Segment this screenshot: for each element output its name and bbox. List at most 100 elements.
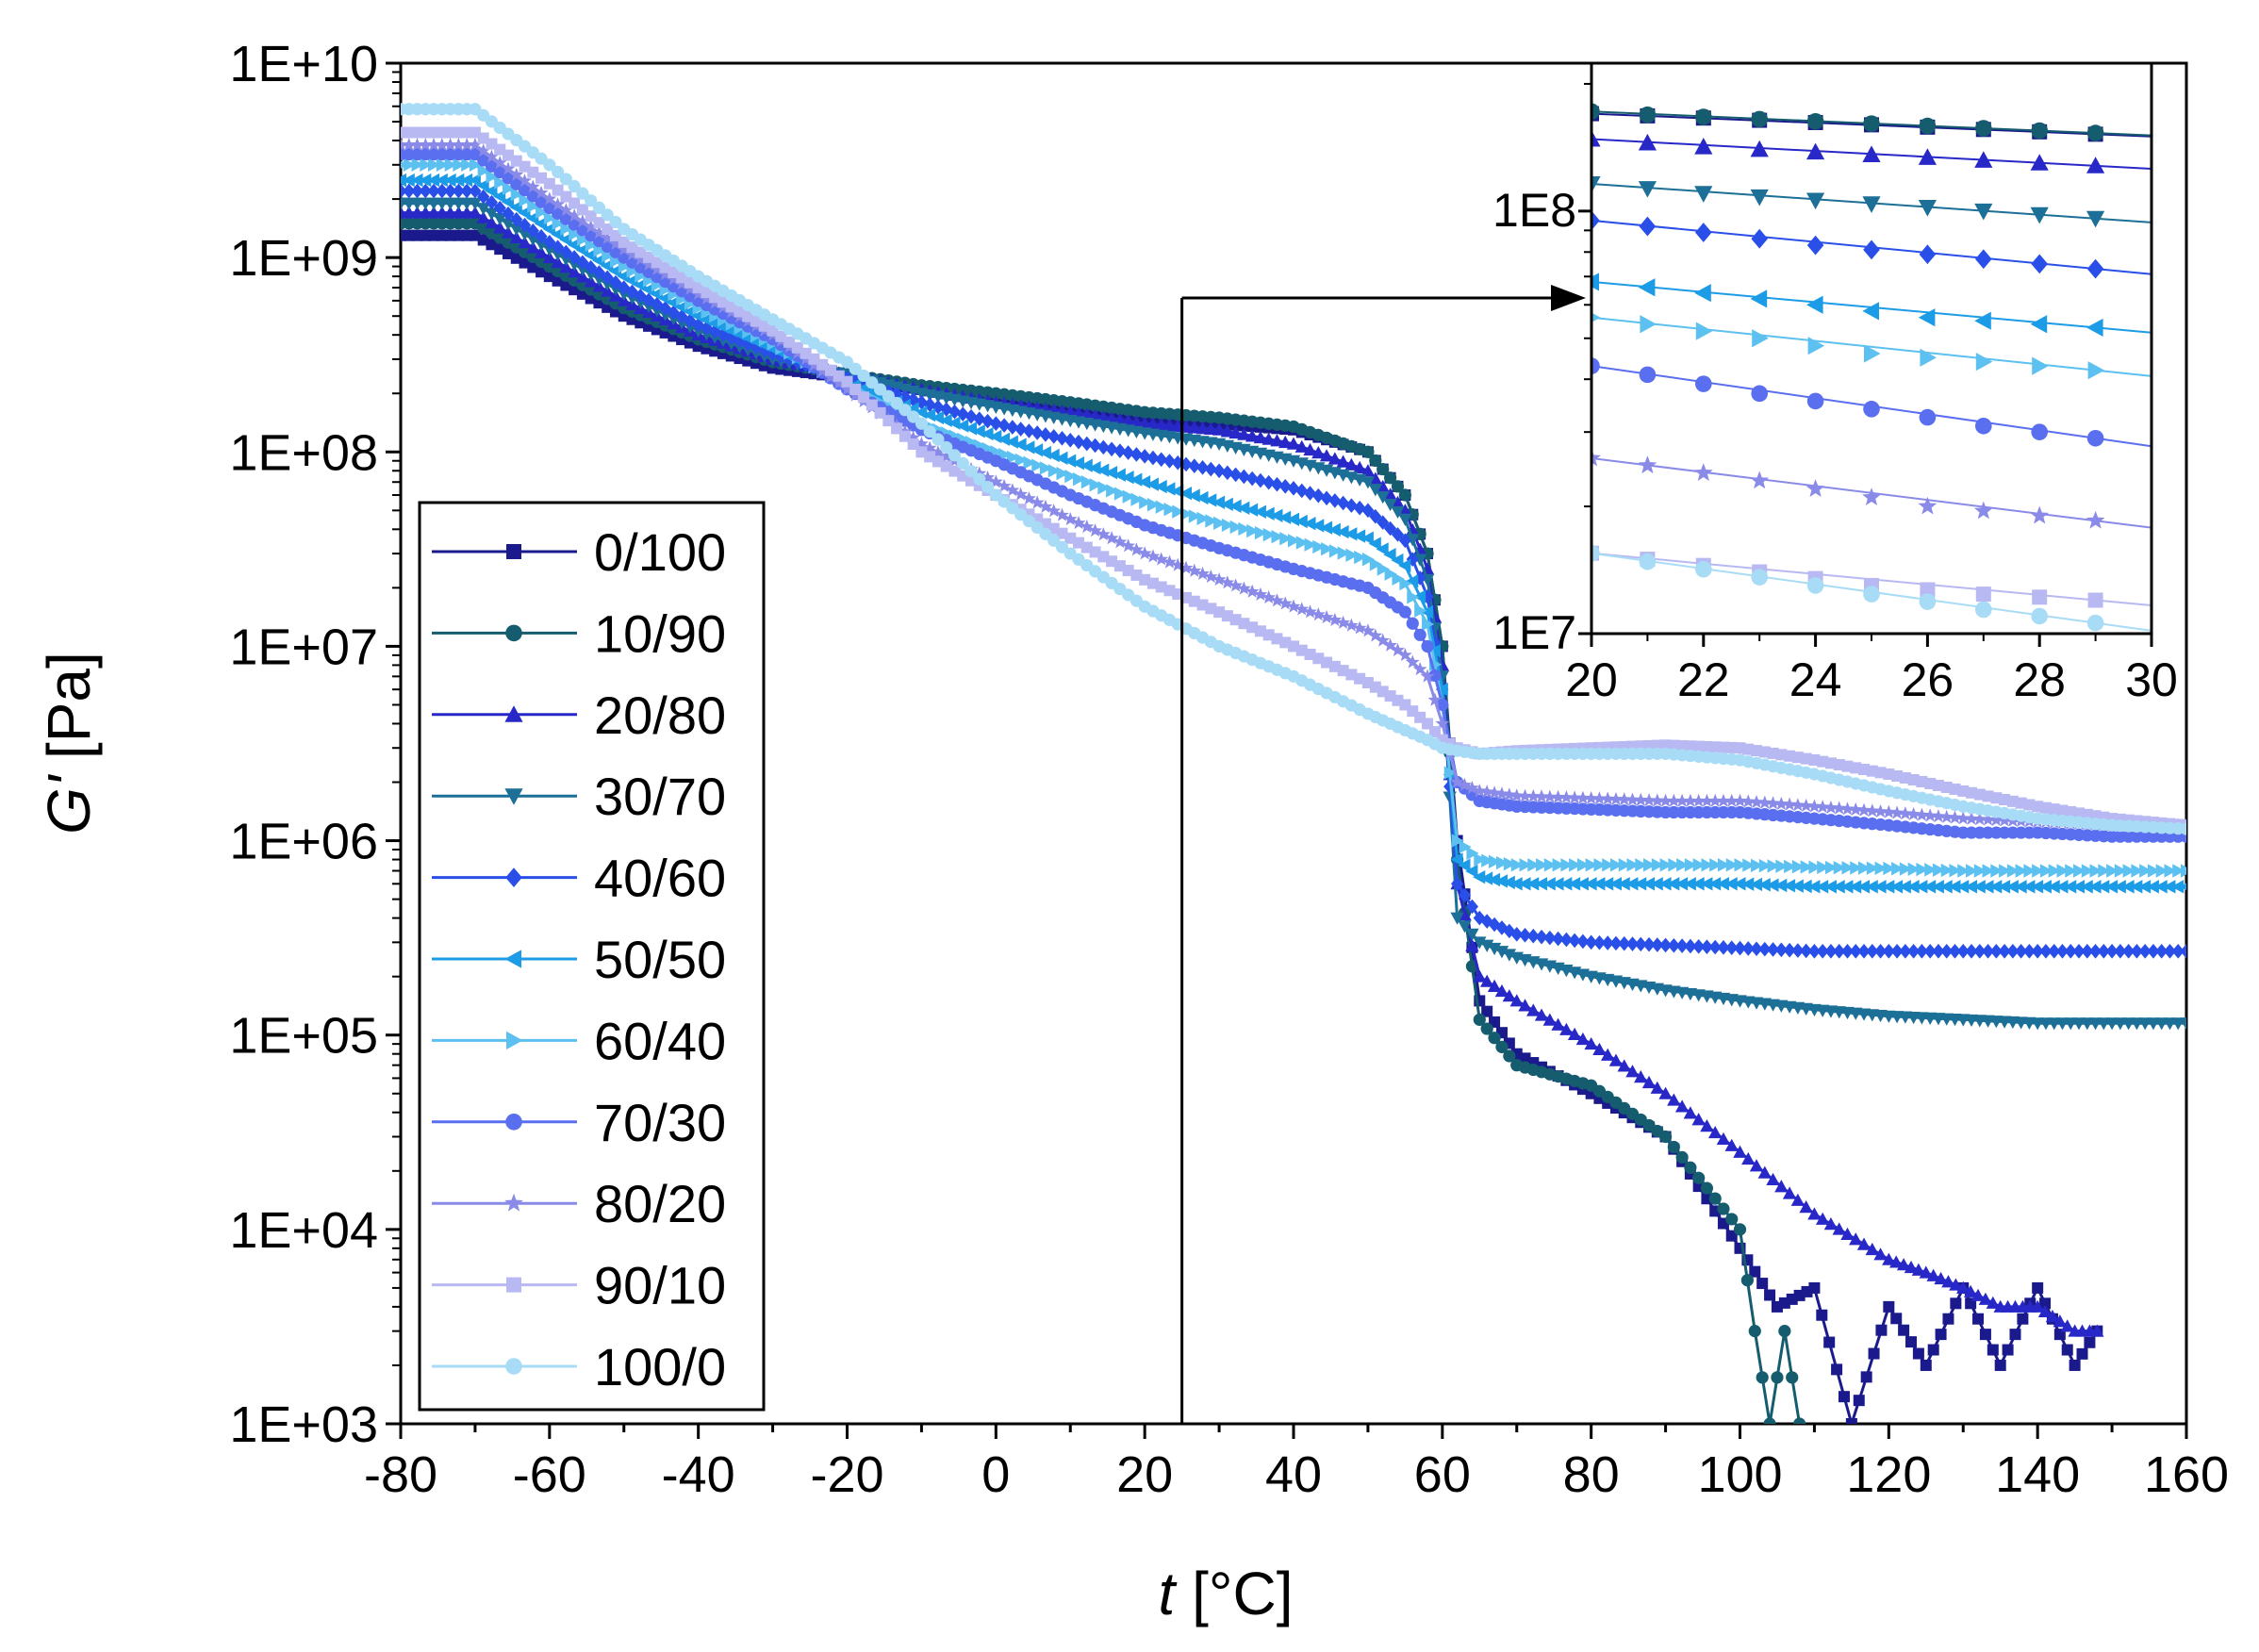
- data-point: [1473, 1013, 1486, 1026]
- data-point: [1451, 876, 1464, 892]
- data-point: [1228, 425, 1243, 439]
- data-point: [1576, 933, 1590, 950]
- data-point: [1377, 515, 1390, 530]
- data-point: [1510, 858, 1524, 872]
- data-point: [1849, 880, 1862, 894]
- legend-label: 100/0: [594, 1337, 726, 1396]
- data-point: [1799, 798, 1814, 812]
- data-point: [1213, 516, 1227, 531]
- data-point: [2032, 864, 2045, 878]
- data-point: [2105, 943, 2119, 959]
- data-point: [2088, 943, 2102, 959]
- data-point: [849, 362, 862, 375]
- data-point: [1005, 483, 1020, 497]
- data-point: [1692, 1171, 1706, 1184]
- inset-data-point: [1863, 401, 1880, 418]
- data-point: [1220, 575, 1235, 589]
- data-point: [1641, 793, 1657, 807]
- data-point: [658, 266, 673, 281]
- legend-item-20-80: 20/80: [432, 686, 726, 745]
- data-point: [1220, 497, 1233, 512]
- series-40-60: [401, 183, 2186, 959]
- data-point: [1641, 1075, 1657, 1089]
- data-point: [600, 230, 615, 245]
- data-point: [1724, 1138, 1739, 1151]
- data-point: [2131, 864, 2144, 878]
- legend-swatch-marker: [505, 624, 522, 642]
- data-point: [1988, 812, 2003, 826]
- data-point: [1502, 989, 1517, 1002]
- data-point: [410, 137, 424, 151]
- data-point: [1294, 439, 1309, 453]
- data-point: [1212, 495, 1226, 510]
- data-point: [1129, 542, 1144, 556]
- data-point: [1658, 1086, 1673, 1099]
- data-point: [1354, 550, 1367, 565]
- data-point: [1668, 858, 1681, 872]
- data-point: [1391, 642, 1405, 657]
- inset-data-point: [2086, 429, 2104, 447]
- data-point: [2006, 943, 2020, 959]
- data-point: [1724, 877, 1738, 891]
- data-point: [1881, 804, 1896, 818]
- data-point: [1180, 506, 1194, 521]
- data-point: [559, 173, 572, 186]
- data-point: [1321, 541, 1334, 556]
- data-point: [435, 137, 450, 151]
- data-point: [1146, 450, 1160, 466]
- data-point: [1436, 698, 1449, 712]
- data-point: [1450, 852, 1463, 867]
- data-point: [1221, 518, 1235, 533]
- data-point: [2072, 943, 2086, 959]
- data-point: [674, 300, 688, 315]
- data-point: [1270, 434, 1284, 447]
- data-point: [1526, 928, 1540, 944]
- data-point: [1806, 799, 1822, 813]
- data-point: [1617, 1059, 1631, 1072]
- data-point: [1039, 461, 1053, 475]
- data-point: [1891, 862, 1904, 876]
- data-point: [1659, 858, 1673, 872]
- data-point: [899, 404, 912, 417]
- data-point: [1816, 1309, 1828, 1321]
- legend-swatch-marker: [506, 1031, 523, 1049]
- data-point: [1963, 1284, 1978, 1297]
- data-point: [518, 173, 532, 188]
- data-point: [1383, 520, 1397, 537]
- data-point: [973, 472, 986, 486]
- data-point: [1868, 1347, 1880, 1360]
- data-point: [510, 211, 523, 227]
- data-point: [1674, 1099, 1690, 1113]
- data-point: [1658, 937, 1673, 953]
- data-point: [1757, 878, 1771, 892]
- data-point: [1758, 858, 1773, 873]
- inset-data-point: [1695, 375, 1712, 392]
- data-point: [1965, 943, 1978, 959]
- data-point: [420, 157, 433, 172]
- data-point: [1890, 1313, 1903, 1325]
- data-point: [1212, 572, 1227, 586]
- legend-swatch-marker: [505, 867, 522, 887]
- data-point: [1914, 807, 1929, 821]
- data-point: [1253, 430, 1268, 444]
- data-point: [536, 205, 549, 220]
- data-point: [1700, 1119, 1714, 1132]
- data-point: [1817, 860, 1830, 875]
- data-point: [1489, 854, 1502, 869]
- data-point: [534, 217, 548, 231]
- data-point: [1625, 1065, 1640, 1078]
- data-point: [1312, 539, 1326, 554]
- data-point: [444, 183, 457, 199]
- data-point: [1294, 514, 1308, 529]
- inset-data-point: [1862, 145, 1881, 163]
- data-point: [459, 137, 474, 151]
- data-point: [617, 241, 632, 256]
- data-point: [1889, 1255, 1904, 1268]
- data-point: [1458, 920, 1472, 933]
- data-point: [1994, 1359, 2006, 1371]
- data-point: [1096, 527, 1111, 541]
- data-point: [618, 236, 630, 248]
- data-point: [402, 173, 415, 188]
- data-point: [1883, 1300, 1895, 1313]
